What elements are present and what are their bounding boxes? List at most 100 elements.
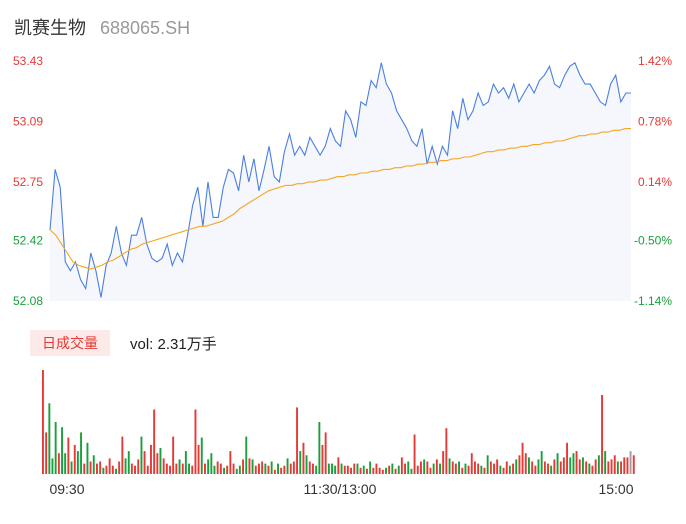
volume-bar [394, 468, 397, 474]
volume-bar [470, 453, 473, 474]
stock-header: 凯赛生物 688065.SH [14, 14, 190, 40]
volume-bar [48, 403, 51, 474]
volume-bar [626, 457, 629, 474]
volume-bar [515, 459, 518, 474]
volume-bar [159, 448, 162, 474]
volume-bar [416, 465, 419, 474]
volume-bar [464, 463, 467, 474]
volume-bar [512, 463, 515, 474]
volume-bar [216, 461, 219, 474]
volume-bar [429, 467, 432, 474]
intraday-price-chart: 53.43 53.09 52.75 52.42 52.08 1.42% 0.78% 0.14… [13, 54, 672, 308]
volume-bar [289, 463, 292, 474]
volume-bar [51, 458, 54, 474]
volume-bar [404, 463, 407, 474]
volume-bar [270, 461, 273, 474]
volume-bar [124, 458, 127, 474]
volume-bar [597, 455, 600, 474]
volume-bar [518, 455, 521, 474]
volume-bar [121, 436, 124, 474]
volume-bar [423, 459, 426, 474]
volume-bar [388, 465, 391, 474]
volume-bar [445, 428, 448, 474]
volume-bar [591, 465, 594, 474]
volume-bar [118, 461, 121, 474]
volume-bar [111, 465, 114, 474]
volume-bar [197, 444, 200, 474]
volume-bar [96, 463, 98, 474]
volume-bar [559, 461, 562, 474]
volume-readout: vol: 2.31万手 [130, 335, 217, 353]
volume-bar [477, 463, 480, 474]
volume-bar [165, 463, 168, 474]
volume-bar [521, 442, 524, 474]
volume-bar [454, 463, 457, 474]
volume-bar [292, 461, 295, 474]
volume-bar [45, 432, 48, 474]
volume-bar [223, 467, 226, 474]
volume-tab[interactable]: 日成交量 [30, 330, 110, 356]
percent-tick-label: -0.50% [634, 234, 672, 248]
volume-bar [585, 461, 588, 474]
volume-bar [83, 463, 86, 474]
volume-bar [150, 444, 152, 474]
volume-bar [410, 468, 413, 474]
volume-bar [413, 434, 416, 474]
volume-bar [588, 463, 591, 474]
volume-bar [273, 469, 276, 474]
volume-bar [102, 467, 105, 474]
volume-bar [296, 407, 299, 474]
volume-bar [200, 437, 203, 474]
volume-bar [604, 451, 607, 474]
volume-bar [566, 442, 569, 474]
volume-bar [194, 409, 197, 474]
volume-bar [258, 463, 260, 474]
stock-name: 凯赛生物 [14, 18, 86, 38]
volume-bar [302, 442, 305, 474]
volume-bar [99, 461, 102, 474]
volume-bar [359, 467, 362, 474]
volume-bar [86, 442, 89, 474]
volume-bar [378, 467, 381, 474]
volume-bar [315, 465, 318, 474]
volume-bar [553, 459, 556, 474]
price-tick-label: 52.42 [13, 234, 43, 248]
volume-bar [451, 461, 454, 474]
volume-bar [575, 451, 578, 474]
volume-bar [407, 461, 410, 474]
volume-bar [505, 461, 508, 474]
volume-bar [448, 458, 451, 474]
volume-bar [178, 459, 181, 474]
price-line [49, 61, 631, 298]
volume-bar [350, 467, 353, 474]
volume-bar [496, 459, 499, 474]
volume-bar [550, 465, 553, 474]
volume-bar [391, 463, 394, 474]
volume-bar [162, 458, 165, 474]
volume-bar [502, 467, 505, 474]
price-tick-label: 53.43 [13, 54, 43, 68]
average-price-line [49, 128, 631, 270]
volume-bar [308, 461, 311, 474]
volume-bar [137, 459, 140, 474]
volume-bar [400, 457, 403, 474]
percent-tick-label: 1.42% [638, 54, 672, 68]
volume-bar [283, 465, 286, 474]
volume-bar [175, 463, 178, 474]
volume-bar [235, 468, 238, 474]
volume-bar [547, 463, 550, 474]
volume-bar [76, 451, 79, 474]
volume-bar [248, 458, 251, 474]
volume-bar [226, 465, 229, 474]
volume-bar [204, 463, 206, 474]
volume-bar [426, 461, 429, 474]
volume-bar [213, 465, 216, 474]
volume-bar [127, 451, 130, 474]
volume-bar [115, 468, 118, 474]
price-area-fill [50, 62, 631, 301]
volume-bar [537, 459, 540, 474]
volume-bar [556, 453, 559, 474]
volume-bar [327, 463, 330, 474]
volume-bar [356, 463, 359, 474]
volume-bar [435, 459, 438, 474]
